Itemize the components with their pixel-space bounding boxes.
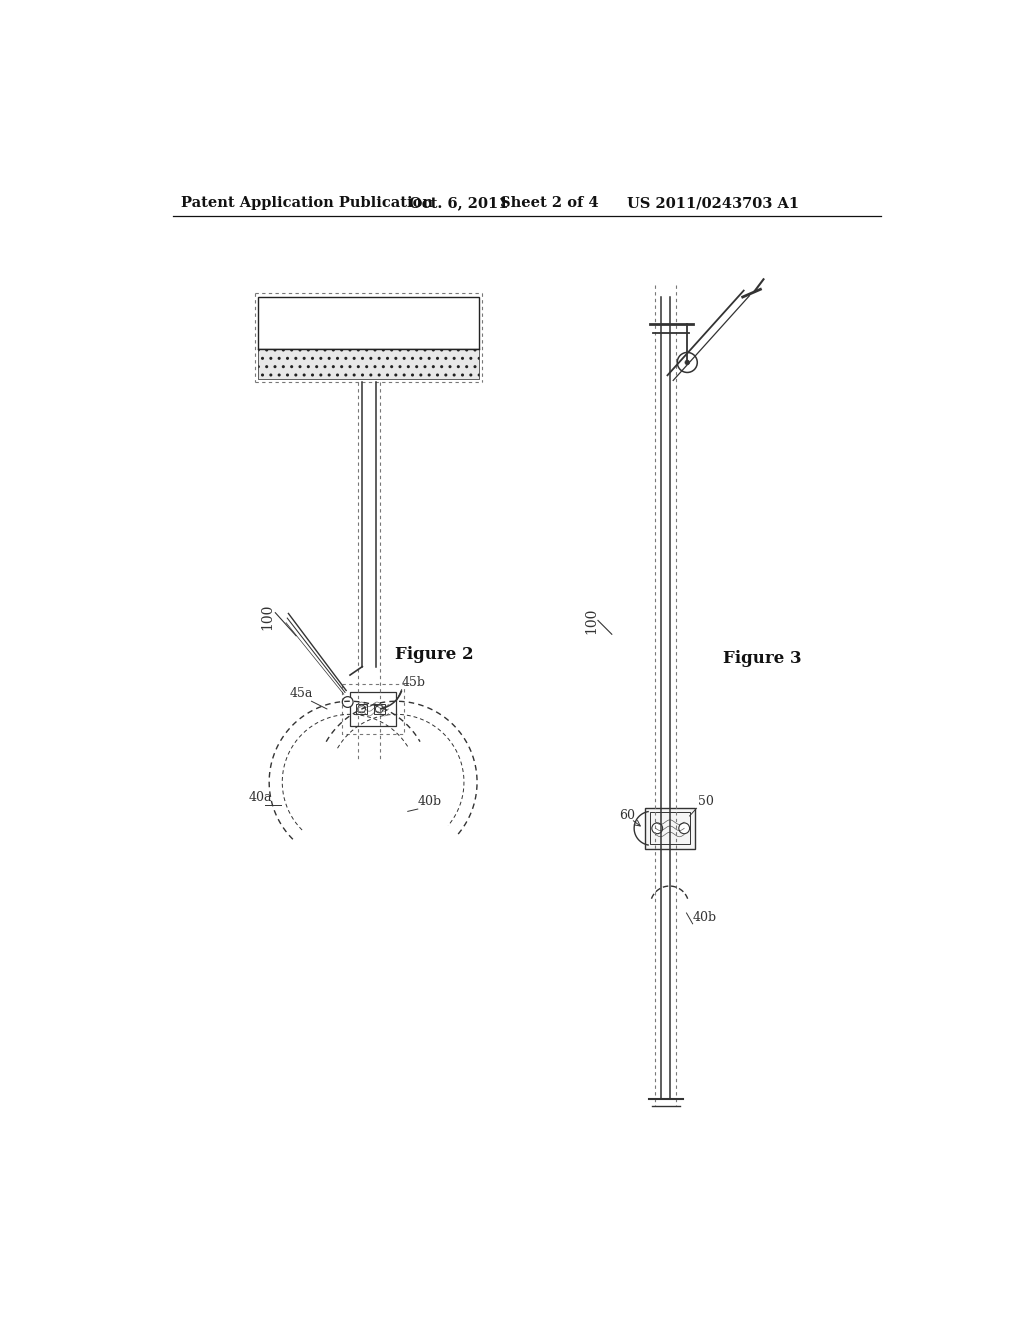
Text: 45a: 45a (290, 688, 313, 701)
Text: US 2011/0243703 A1: US 2011/0243703 A1 (628, 197, 800, 210)
Circle shape (679, 822, 689, 834)
Text: 60: 60 (620, 809, 636, 822)
Polygon shape (258, 297, 479, 350)
Text: 45b: 45b (401, 676, 426, 689)
Circle shape (342, 697, 353, 708)
Circle shape (652, 822, 663, 834)
Text: 40a: 40a (249, 792, 271, 804)
Text: 100: 100 (584, 607, 598, 634)
Text: 100: 100 (261, 603, 274, 630)
Text: 40b: 40b (692, 911, 717, 924)
Text: Sheet 2 of 4: Sheet 2 of 4 (500, 197, 599, 210)
Text: Patent Application Publication: Patent Application Publication (180, 197, 432, 210)
Text: Oct. 6, 2011: Oct. 6, 2011 (410, 197, 509, 210)
Text: 50: 50 (698, 795, 714, 808)
Polygon shape (258, 350, 479, 379)
Circle shape (685, 360, 689, 364)
Circle shape (677, 352, 697, 372)
Polygon shape (645, 808, 695, 849)
Text: Figure 2: Figure 2 (395, 645, 474, 663)
Text: Figure 3: Figure 3 (723, 649, 801, 667)
Text: 40b: 40b (418, 795, 442, 808)
